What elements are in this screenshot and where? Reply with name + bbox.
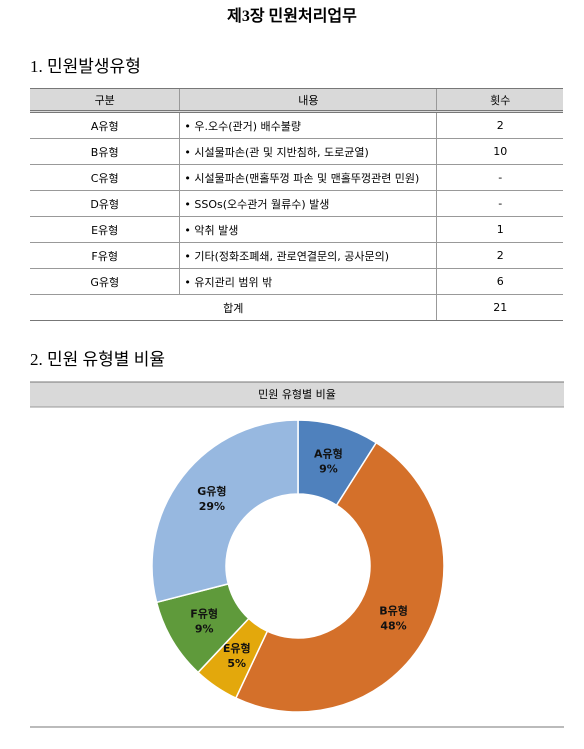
slice-category: G유형 <box>197 484 226 498</box>
cell: 2 <box>436 111 563 139</box>
cell: A유형 <box>30 111 180 139</box>
slice-label: 5% <box>227 657 246 670</box>
table-row: C유형 • 시설물파손(맨홀뚜껑 파손 및 맨홀뚜껑관련 민원) - <box>30 164 563 191</box>
cell: • 우.오수(관거) 배수불량 <box>179 111 437 139</box>
cell: • 악취 발생 <box>179 216 437 243</box>
header-row: 구분 내용 횟수 <box>30 88 563 113</box>
table: 구분 내용 횟수 A유형 • 우.오수(관거) 배수불량 2 B유형 • 시설물파손(관 및… <box>30 88 563 321</box>
slice <box>151 419 299 604</box>
slice-category: F유형 <box>190 606 218 620</box>
cell: • 기타(정화조폐쇄, 관로연결문의, 공사문의) <box>179 242 437 269</box>
cell: C유형 <box>30 164 180 191</box>
slice-label: 9% <box>195 622 214 635</box>
cell: 합계 <box>30 294 437 321</box>
cell: E유형 <box>30 216 180 243</box>
cell: G유형 <box>30 268 180 295</box>
cell: B유형 <box>30 138 180 165</box>
cell: 10 <box>436 138 563 165</box>
page-title: 제3장 민원처리업무 <box>227 8 357 25</box>
chart-header <box>30 382 564 407</box>
cell: D유형 <box>30 190 180 217</box>
section-heading: 1. 민원발생유형 <box>30 57 141 76</box>
slice-category: B유형 <box>379 604 408 618</box>
chart: 민원 유형별 비율 A유형 9% B유형 48% E유형 5% F유형 9% G유형 29% <box>30 381 564 728</box>
table-row: A유형 • 우.오수(관거) 배수불량 2 <box>30 111 563 139</box>
cell: F유형 <box>30 242 180 269</box>
total-row: 합계 21 <box>30 294 563 321</box>
slice-label: 48% <box>380 620 406 633</box>
cell: 6 <box>436 268 563 295</box>
column-header: 내용 <box>179 88 437 113</box>
table-row: B유형 • 시설물파손(관 및 지반침하, 도로균열) 10 <box>30 138 563 165</box>
cell: 1 <box>436 216 563 243</box>
column-header: 구분 <box>30 88 180 113</box>
table-row: E유형 • 악취 발생 1 <box>30 216 563 243</box>
slice-category: E유형 <box>223 641 251 655</box>
cell: 2 <box>436 242 563 269</box>
table-row: F유형 • 기타(정화조폐쇄, 관로연결문의, 공사문의) 2 <box>30 242 563 269</box>
slice <box>234 441 445 713</box>
table-row: D유형 • SSOs(오수관거 월류수) 발생 - <box>30 190 563 217</box>
slice-label: 9% <box>319 462 338 475</box>
cell: - <box>436 164 563 191</box>
cell: • 시설물파손(맨홀뚜껑 파손 및 맨홀뚜껑관련 민원) <box>179 164 437 191</box>
column-header: 횟수 <box>436 88 563 113</box>
cell: • 유지관리 범위 밖 <box>179 268 437 295</box>
cell: 21 <box>436 294 563 321</box>
slice-category: A유형 <box>314 446 343 460</box>
section-heading: 2. 민원 유형별 비율 <box>30 350 165 369</box>
slice-label: 29% <box>199 500 225 513</box>
cell: • SSOs(오수관거 월류수) 발생 <box>179 190 437 217</box>
chart-title: 민원 유형별 비율 <box>258 388 336 401</box>
cell: - <box>436 190 563 217</box>
cell: • 시설물파손(관 및 지반침하, 도로균열) <box>179 138 437 165</box>
